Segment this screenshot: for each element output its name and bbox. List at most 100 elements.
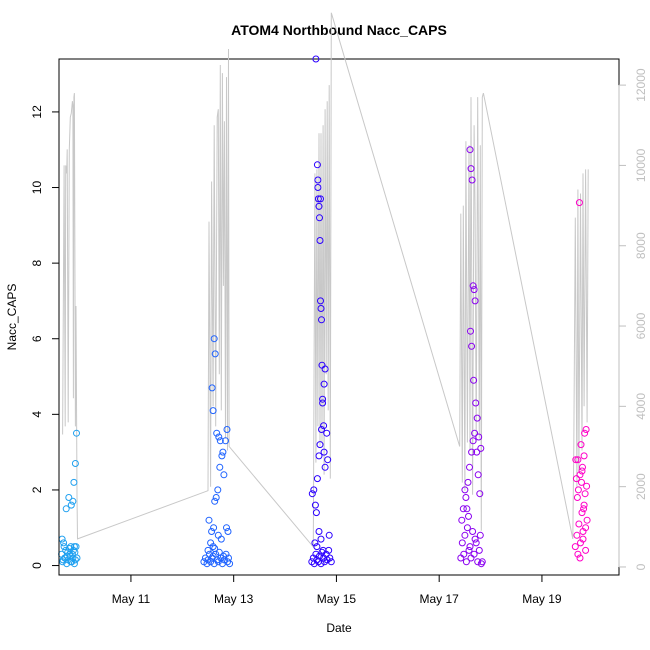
- data-point: [470, 550, 478, 558]
- data-point: [327, 558, 335, 566]
- data-point: [203, 560, 211, 568]
- data-point: [582, 546, 590, 554]
- data-point: [207, 558, 215, 566]
- data-point: [578, 467, 586, 475]
- data-point: [458, 539, 466, 547]
- data-point: [471, 297, 479, 305]
- data-point: [211, 497, 219, 505]
- data-point: [465, 546, 473, 554]
- data-point: [313, 475, 321, 483]
- y-axis: 0 2 4 6 8 10 12: [30, 105, 60, 569]
- data-point: [317, 535, 325, 543]
- data-point: [320, 448, 328, 456]
- data-point: [466, 146, 474, 154]
- data-point: [476, 531, 484, 539]
- data-point: [472, 539, 480, 547]
- data-point: [210, 524, 218, 532]
- data-point: [317, 560, 325, 568]
- data-point: [308, 490, 316, 498]
- data-point: [572, 475, 580, 483]
- data-point: [217, 535, 225, 543]
- data-point: [324, 456, 332, 464]
- data-point: [316, 237, 324, 244]
- data-point: [59, 556, 67, 564]
- data-point: [312, 509, 320, 517]
- y-tick-label: 6: [30, 335, 44, 342]
- data-point: [574, 486, 582, 494]
- data-point: [315, 202, 323, 210]
- data-point: [216, 463, 224, 471]
- x-tick-label: May 13: [214, 592, 254, 606]
- data-point: [325, 531, 333, 539]
- data-point: [462, 494, 470, 501]
- data-point: [71, 556, 79, 564]
- line-layer: [62, 12, 589, 549]
- data-point: [323, 429, 331, 437]
- data-point: [463, 524, 471, 532]
- data-point: [459, 505, 467, 513]
- series-line: [62, 12, 589, 549]
- data-point: [316, 441, 324, 449]
- data-point: [320, 422, 328, 430]
- data-point: [73, 429, 80, 437]
- y-tick-label: 12: [30, 105, 44, 119]
- data-point: [218, 452, 226, 460]
- data-point: [219, 448, 227, 456]
- data-point: [210, 335, 218, 343]
- data-point: [213, 429, 221, 437]
- data-point: [317, 297, 324, 305]
- data-point: [576, 554, 584, 562]
- data-point: [465, 512, 472, 520]
- data-point: [575, 199, 583, 207]
- data-point: [320, 380, 328, 388]
- data-point: [583, 482, 591, 490]
- y2-tick-label: 10000: [634, 148, 648, 182]
- data-point: [472, 399, 480, 407]
- data-point: [226, 560, 234, 568]
- data-point: [223, 524, 230, 532]
- data-point: [574, 456, 582, 464]
- y2-tick-label: 8000: [634, 232, 648, 259]
- y-tick-label: 0: [30, 562, 44, 569]
- data-point: [467, 327, 474, 335]
- data-point: [580, 505, 588, 513]
- data-point: [467, 165, 475, 173]
- data-point: [209, 543, 217, 551]
- data-point: [469, 528, 477, 535]
- data-point: [582, 426, 590, 433]
- chart-title: ATOM4 Northbound Nacc_CAPS: [231, 22, 447, 38]
- data-point: [58, 535, 66, 543]
- data-point: [581, 490, 589, 498]
- y2-tick-label: 0: [634, 563, 648, 570]
- data-point: [579, 463, 586, 471]
- data-point: [313, 161, 321, 169]
- data-point: [468, 342, 476, 350]
- data-point: [319, 399, 327, 407]
- data-point: [463, 505, 471, 513]
- data-point: [580, 452, 588, 460]
- data-point: [460, 550, 468, 558]
- y2-tick-label: 12000: [634, 68, 648, 102]
- data-point: [212, 494, 220, 501]
- data-point: [466, 463, 473, 471]
- data-point: [321, 365, 329, 373]
- y-tick-label: 8: [30, 259, 44, 266]
- data-point: [579, 535, 587, 543]
- data-point: [318, 361, 326, 369]
- data-point: [65, 494, 73, 501]
- data-point: [222, 437, 229, 445]
- data-point: [208, 384, 216, 392]
- data-point: [326, 554, 334, 562]
- data-point: [575, 520, 583, 528]
- data-point: [205, 516, 213, 524]
- data-point: [70, 560, 78, 568]
- data-point: [577, 441, 585, 449]
- data-point: [69, 497, 77, 505]
- data-point: [318, 426, 325, 433]
- data-point: [319, 395, 327, 403]
- y-axis-label: Nacc_CAPS: [5, 284, 19, 351]
- x-tick-label: May 19: [522, 592, 562, 606]
- data-point: [211, 350, 219, 358]
- data-point: [224, 558, 231, 566]
